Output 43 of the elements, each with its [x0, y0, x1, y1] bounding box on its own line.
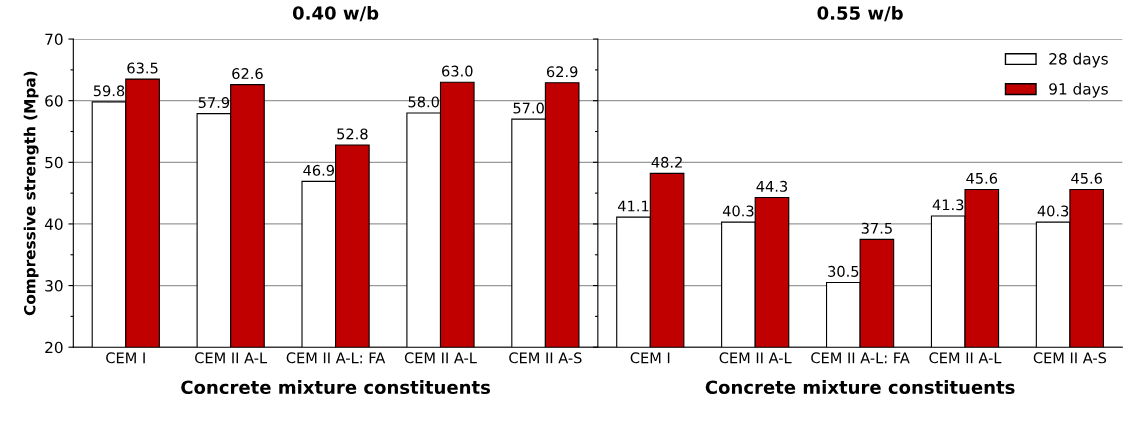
data-label: 59.8 — [93, 85, 125, 97]
data-label: 63.5 — [127, 62, 158, 74]
x-tick-label: CEM I — [106, 352, 145, 364]
data-label: 62.6 — [232, 68, 263, 80]
x-tick-label: CEM II A-S — [1033, 352, 1107, 364]
data-label: 37.5 — [861, 222, 892, 234]
data-label: 52.8 — [337, 128, 368, 140]
legend-label: 28 days — [1049, 52, 1108, 68]
y-tick-label: 50 — [45, 156, 63, 169]
data-label: 40.3 — [1037, 205, 1069, 217]
chart-title: 0.40 w/b — [292, 5, 379, 22]
data-label: 57.0 — [513, 102, 544, 114]
data-label: 41.3 — [932, 199, 964, 211]
data-label: 58.0 — [408, 96, 439, 108]
y-tick-label: 20 — [45, 341, 63, 354]
x-tick-label: CEM II A-S — [509, 352, 582, 364]
y-tick-label: 30 — [45, 280, 63, 292]
data-label: 30.5 — [828, 265, 859, 277]
y-tick-label: 40 — [44, 218, 63, 230]
x-tick-label: CEM II A-L — [719, 352, 792, 364]
y-tick-label: 70 — [45, 33, 63, 46]
data-label: 63.0 — [442, 65, 473, 77]
chart-title: 0.55 w/b — [817, 5, 903, 22]
data-label: 48.2 — [651, 156, 682, 168]
data-label: 45.6 — [966, 172, 998, 184]
x-tick-label: CEM II A-L: FA — [811, 352, 910, 364]
data-label: 44.3 — [756, 180, 788, 192]
data-label: 45.6 — [1071, 172, 1103, 184]
y-tick-label: 60 — [45, 95, 63, 107]
legend-label: 91 days — [1049, 82, 1108, 98]
data-label: 57.9 — [198, 97, 230, 109]
data-label: 41.1 — [617, 200, 649, 212]
x-tick-label: CEM II A-L — [195, 352, 268, 364]
x-tick-label: CEM II A-L — [404, 352, 477, 364]
x-tick-label: CEM I — [630, 352, 670, 364]
data-label: 62.9 — [546, 66, 578, 78]
data-label: 40.3 — [722, 205, 754, 217]
x-tick-label: CEM II A-L: FA — [286, 352, 386, 364]
data-label: 46.9 — [303, 164, 335, 176]
x-axis-title: Concrete mixture constituents — [705, 380, 1015, 395]
x-tick-label: CEM II A-L — [929, 352, 1002, 364]
x-axis-title: Concrete mixture constituents — [181, 380, 491, 395]
y-axis-title: Compressive strength (Mpa) — [23, 71, 39, 316]
